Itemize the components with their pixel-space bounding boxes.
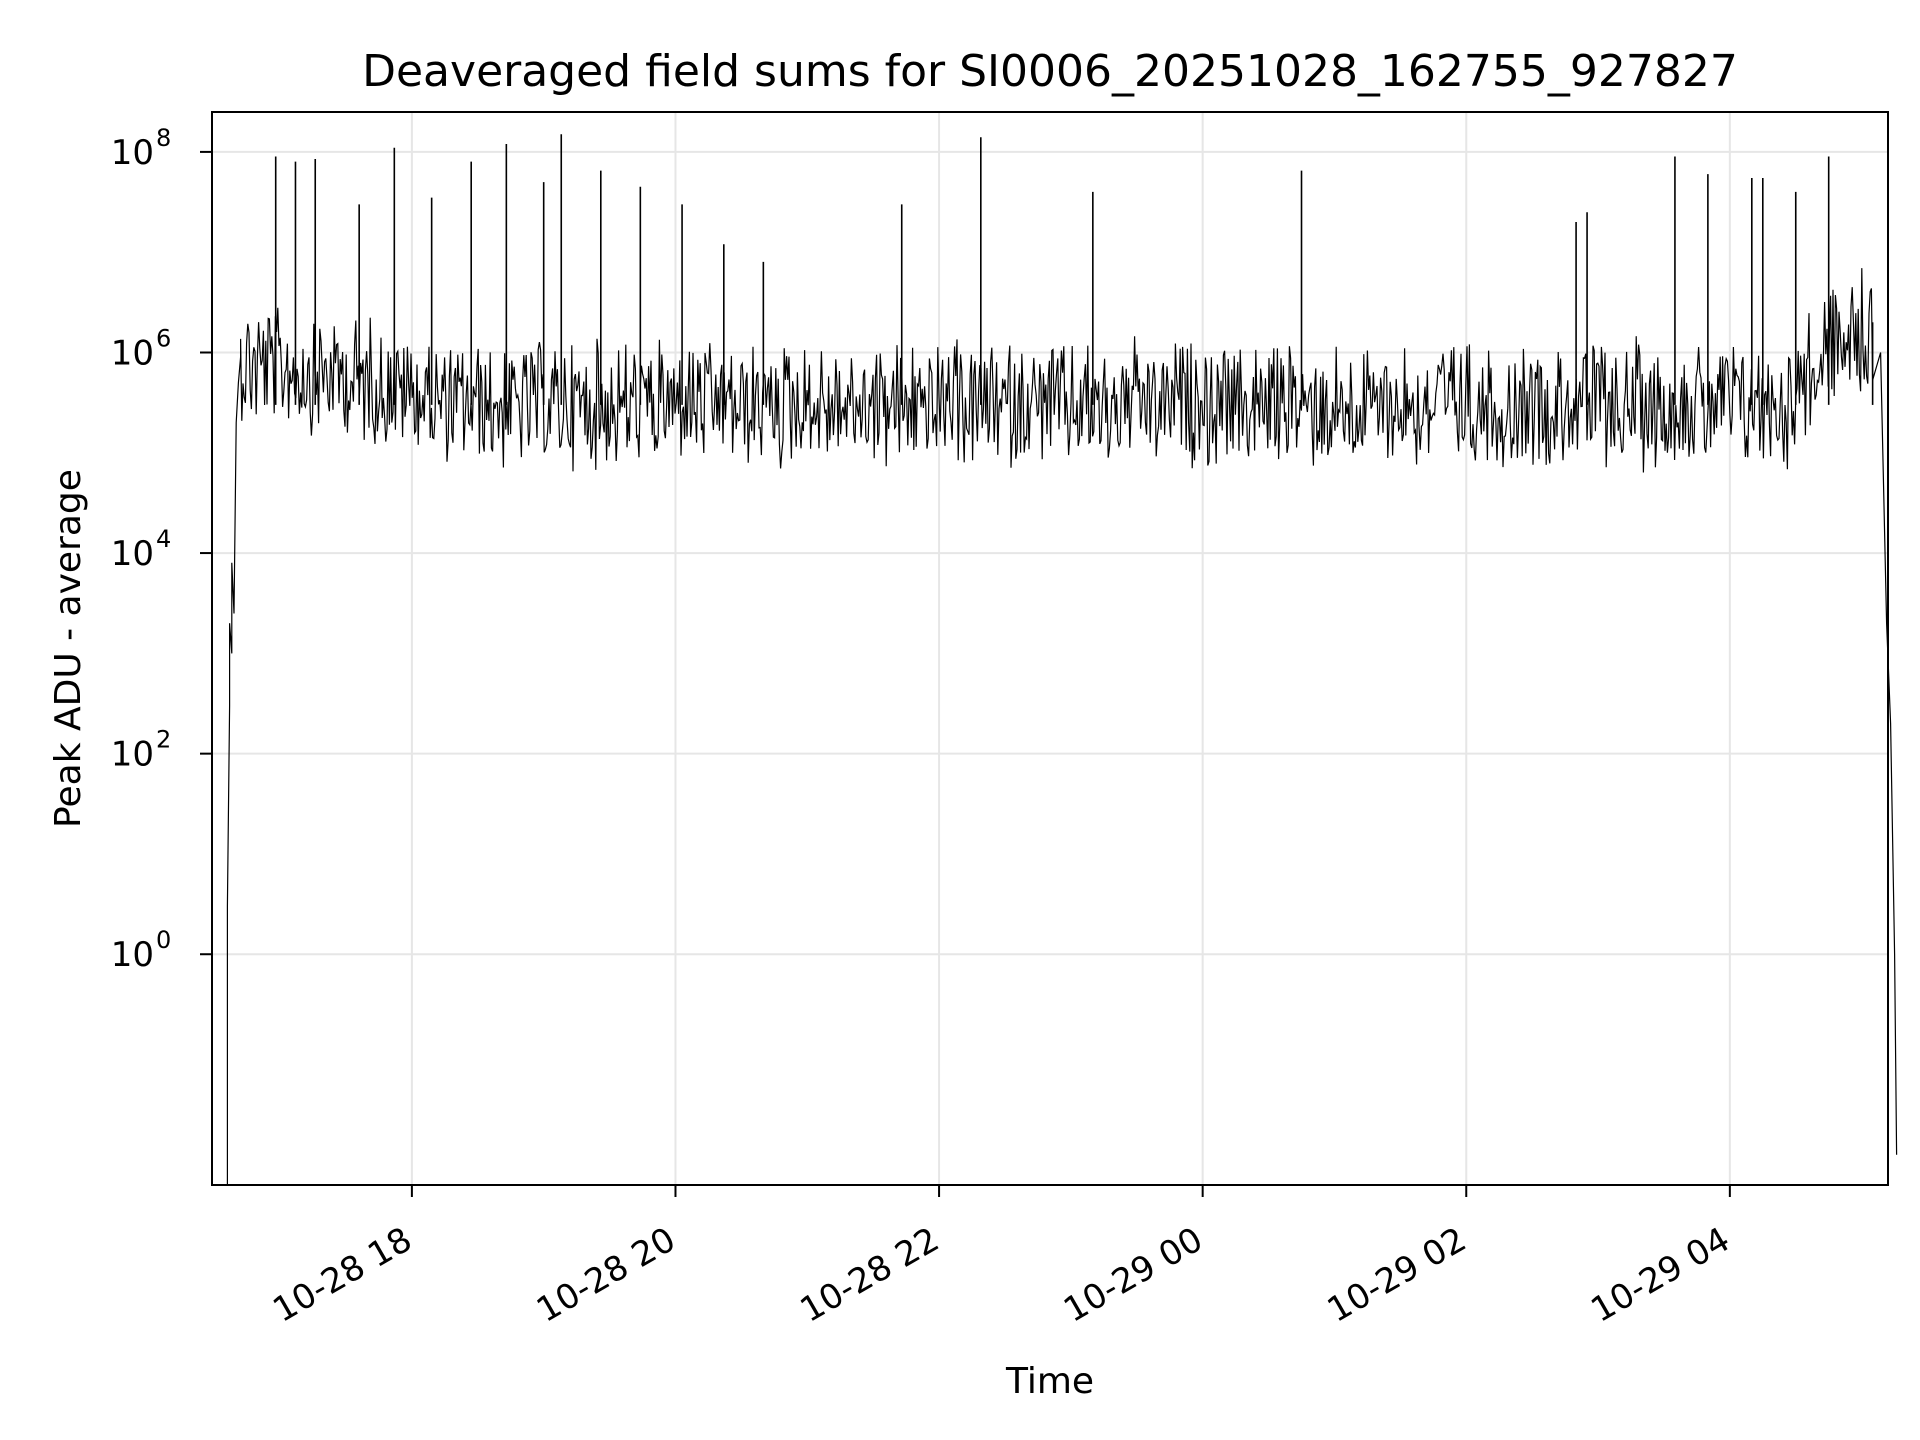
series-line	[226, 268, 1898, 1185]
y-tick-base: 10	[111, 133, 154, 173]
y-tick-label: 10 0	[111, 926, 172, 975]
y-tick-exponent: 6	[156, 324, 171, 352]
y-tick-exponent: 0	[156, 926, 171, 954]
grid-lines	[212, 112, 1888, 1185]
y-tick-base: 10	[111, 534, 154, 574]
y-tick-base: 10	[111, 935, 154, 975]
y-tick-exponent: 8	[156, 124, 171, 152]
y-axis-label: Peak ADU - average	[48, 469, 89, 828]
y-tick-label: 10 2	[111, 726, 172, 775]
series-line-group	[226, 134, 1898, 1185]
y-tick-label: 10 8	[111, 124, 172, 173]
x-axis-label: Time	[1005, 1361, 1094, 1402]
chart-title: Deaveraged field sums for SI0006_2025102…	[362, 46, 1738, 97]
y-tick-label: 10 4	[111, 525, 172, 574]
plot-frame	[211, 111, 1889, 1186]
y-tick-exponent: 4	[156, 525, 171, 553]
y-tick-label: 10 6	[111, 324, 172, 373]
y-tick-exponent: 2	[156, 726, 171, 754]
y-tick-base: 10	[111, 735, 154, 775]
y-tick-base: 10	[111, 333, 154, 373]
